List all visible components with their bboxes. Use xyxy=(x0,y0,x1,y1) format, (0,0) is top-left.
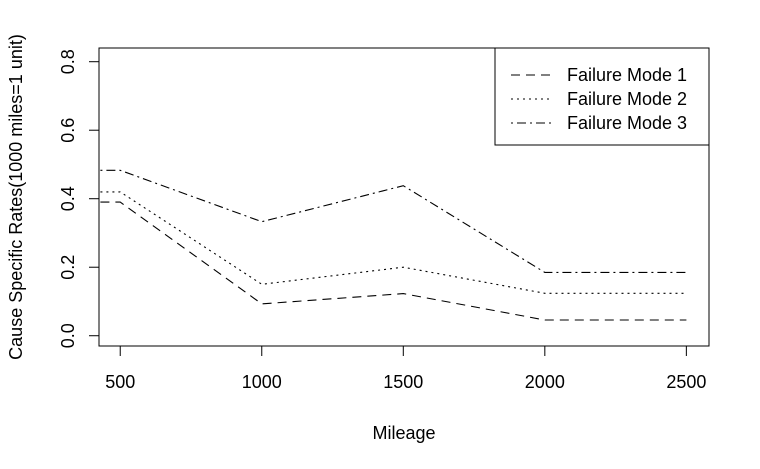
legend-label-3: Failure Mode 3 xyxy=(567,113,687,133)
legend-items: Failure Mode 1 Failure Mode 2 Failure Mode… xyxy=(511,65,687,133)
legend: Failure Mode 1 Failure Mode 2 Failure Mode… xyxy=(494,47,710,146)
y-tick-label: 0.8 xyxy=(58,49,78,74)
x-tick-label: 2500 xyxy=(666,372,706,392)
x-tick-label: 1000 xyxy=(242,372,282,392)
series-line-3 xyxy=(100,169,687,273)
legend-label-1: Failure Mode 1 xyxy=(567,65,687,85)
y-tick-label: 0.4 xyxy=(58,186,78,211)
x-tick-label: 2000 xyxy=(525,372,565,392)
x-axis-title: Mileage xyxy=(372,423,435,443)
y-axis: 0.0 0.2 0.4 0.6 0.8 xyxy=(58,49,100,348)
legend-label-2: Failure Mode 2 xyxy=(567,89,687,109)
series-layer xyxy=(100,169,687,321)
y-tick-label: 0.0 xyxy=(58,323,78,348)
x-tick-label: 1500 xyxy=(383,372,423,392)
x-axis: 500 1000 1500 2000 2500 xyxy=(105,345,706,392)
y-tick-label: 0.2 xyxy=(58,255,78,280)
y-axis-title: Cause Specific Rates(1000 miles=1 unit) xyxy=(6,34,26,360)
series-line-2 xyxy=(100,191,687,294)
y-tick-label: 0.6 xyxy=(58,118,78,143)
series-line-1 xyxy=(100,201,687,321)
legend-box xyxy=(494,47,710,146)
x-tick-label: 500 xyxy=(105,372,135,392)
